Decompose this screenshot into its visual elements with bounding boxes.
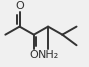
Text: O: O xyxy=(29,50,38,60)
Text: O: O xyxy=(15,1,24,11)
Text: NH₂: NH₂ xyxy=(37,50,59,60)
